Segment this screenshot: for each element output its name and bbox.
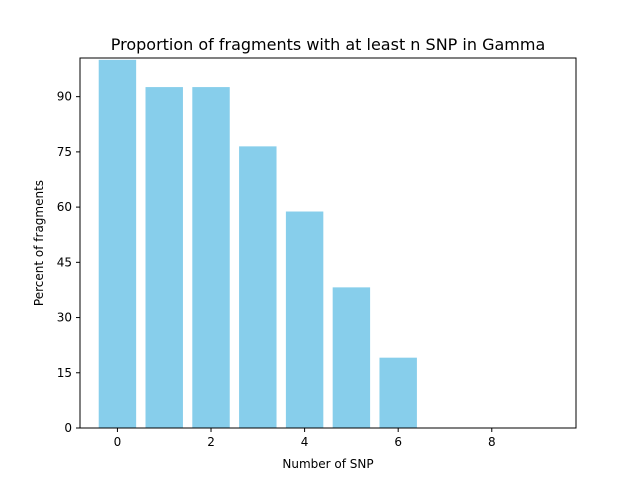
y-tick-label: 45 <box>57 255 72 269</box>
y-tick-label: 75 <box>57 145 72 159</box>
x-axis-label: Number of SNP <box>282 457 373 471</box>
x-tick-label: 0 <box>114 435 122 449</box>
x-tick-label: 6 <box>394 435 402 449</box>
y-axis-label: Percent of fragments <box>32 180 46 306</box>
x-axis: 0 2 4 6 8 <box>114 428 496 449</box>
bar-0 <box>98 59 137 429</box>
x-tick-label: 8 <box>488 435 496 449</box>
bar-4 <box>285 211 324 428</box>
plot-frame <box>79 57 577 429</box>
bar-5 <box>332 287 371 428</box>
x-tick-label: 2 <box>207 435 215 449</box>
y-axis: 0 15 30 45 60 75 90 <box>57 90 80 435</box>
bar-6 <box>379 357 417 428</box>
bars-group <box>98 59 417 429</box>
y-tick-label: 0 <box>64 421 72 435</box>
bar-1 <box>145 87 183 428</box>
y-tick-label: 90 <box>57 90 72 104</box>
y-tick-label: 15 <box>57 366 72 380</box>
x-tick-label: 4 <box>301 435 309 449</box>
bar-3 <box>239 146 277 428</box>
y-tick-label: 30 <box>57 311 72 325</box>
chart-title: Proportion of fragments with at least n … <box>111 35 546 54</box>
y-tick-label: 60 <box>57 200 72 214</box>
bar-2 <box>192 87 230 428</box>
